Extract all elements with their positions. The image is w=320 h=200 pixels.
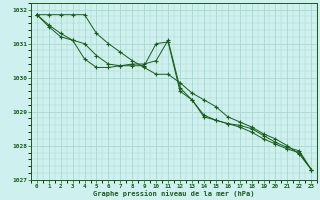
X-axis label: Graphe pression niveau de la mer (hPa): Graphe pression niveau de la mer (hPa) — [93, 190, 255, 197]
